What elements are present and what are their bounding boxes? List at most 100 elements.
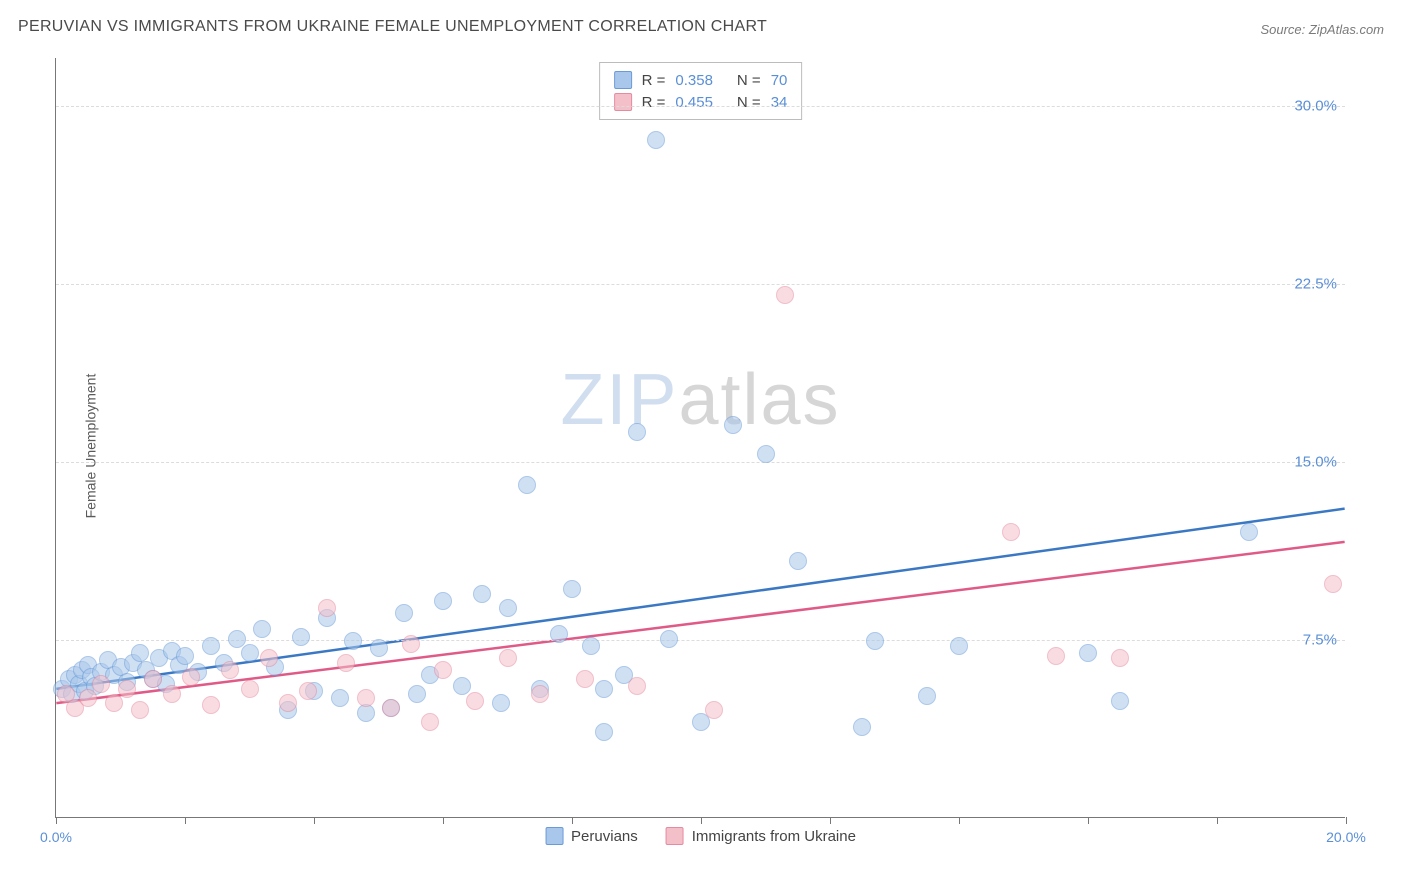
scatter-point [563,580,581,598]
scatter-point [647,131,665,149]
chart-title: PERUVIAN VS IMMIGRANTS FROM UKRAINE FEMA… [18,18,767,36]
scatter-point [299,682,317,700]
scatter-point [260,649,278,667]
watermark-part1: ZIP [560,360,678,440]
scatter-point [492,694,510,712]
legend-item: Peruvians [545,827,638,845]
legend-item: Immigrants from Ukraine [666,827,856,845]
scatter-point [950,637,968,655]
r-value: 0.358 [675,72,713,89]
scatter-point [866,632,884,650]
scatter-point [853,718,871,736]
scatter-point [628,677,646,695]
scatter-point [1002,523,1020,541]
scatter-point [421,713,439,731]
gridline-h [56,106,1345,107]
scatter-point [337,654,355,672]
y-tick-label: 15.0% [1294,453,1337,470]
scatter-point [241,644,259,662]
gridline-h [56,462,1345,463]
scatter-point [724,416,742,434]
scatter-point [408,685,426,703]
scatter-point [318,599,336,617]
scatter-point [92,675,110,693]
gridline-h [56,284,1345,285]
scatter-point [182,668,200,686]
scatter-point [582,637,600,655]
scatter-point [163,685,181,703]
scatter-point [757,445,775,463]
scatter-point [176,647,194,665]
scatter-point [253,620,271,638]
n-value: 70 [771,72,788,89]
trend-lines-layer [56,58,1345,817]
legend-label: Immigrants from Ukraine [692,828,856,845]
x-tick-label: 0.0% [40,829,72,845]
scatter-point [473,585,491,603]
legend-swatch [666,827,684,845]
n-label: N = [737,72,761,89]
scatter-point [576,670,594,688]
scatter-point [344,632,362,650]
r-label: R = [642,94,666,111]
scatter-point [118,680,136,698]
scatter-point [402,635,420,653]
scatter-point [105,694,123,712]
scatter-point [1111,692,1129,710]
scatter-point [1240,523,1258,541]
scatter-point [202,696,220,714]
x-tick-label: 20.0% [1326,829,1366,845]
source-attribution: Source: ZipAtlas.com [1260,22,1384,37]
x-tick [830,817,831,824]
x-tick [56,817,57,824]
scatter-point [1047,647,1065,665]
scatter-point [357,689,375,707]
scatter-point [382,699,400,717]
scatter-point [789,552,807,570]
chart-plot-area: ZIPatlas R =0.358N =70R =0.455N =34 Peru… [55,58,1345,818]
stats-legend-row: R = 0.358 N = 70 [614,69,788,91]
scatter-point [202,637,220,655]
scatter-point [131,644,149,662]
legend-swatch [614,93,632,111]
scatter-point [628,423,646,441]
scatter-point [331,689,349,707]
r-value: 0.455 [675,94,713,111]
x-tick [314,817,315,824]
gridline-h [56,640,1345,641]
x-tick [1217,817,1218,824]
x-tick [959,817,960,824]
scatter-point [660,630,678,648]
scatter-point [292,628,310,646]
scatter-point [918,687,936,705]
y-tick-label: 22.5% [1294,275,1337,292]
scatter-point [79,689,97,707]
scatter-point [279,694,297,712]
legend-label: Peruvians [571,828,638,845]
scatter-point [395,604,413,622]
y-tick-label: 30.0% [1294,97,1337,114]
legend-swatch [545,827,563,845]
scatter-point [531,685,549,703]
legend-swatch [614,71,632,89]
scatter-point [595,723,613,741]
scatter-point [595,680,613,698]
x-tick [1346,817,1347,824]
scatter-point [370,639,388,657]
n-value: 34 [771,94,788,111]
x-tick [1088,817,1089,824]
scatter-point [466,692,484,710]
series-legend: Peruvians Immigrants from Ukraine [545,827,856,845]
watermark-logo: ZIPatlas [560,359,840,441]
r-label: R = [642,72,666,89]
scatter-point [144,670,162,688]
x-tick [185,817,186,824]
scatter-point [221,661,239,679]
n-label: N = [737,94,761,111]
scatter-point [499,649,517,667]
watermark-part2: atlas [678,360,840,440]
scatter-point [499,599,517,617]
scatter-point [131,701,149,719]
scatter-point [241,680,259,698]
scatter-point [434,592,452,610]
